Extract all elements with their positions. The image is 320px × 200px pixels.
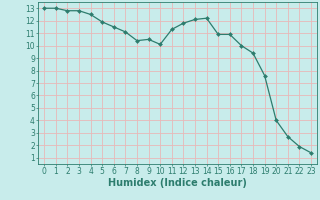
X-axis label: Humidex (Indice chaleur): Humidex (Indice chaleur) — [108, 178, 247, 188]
